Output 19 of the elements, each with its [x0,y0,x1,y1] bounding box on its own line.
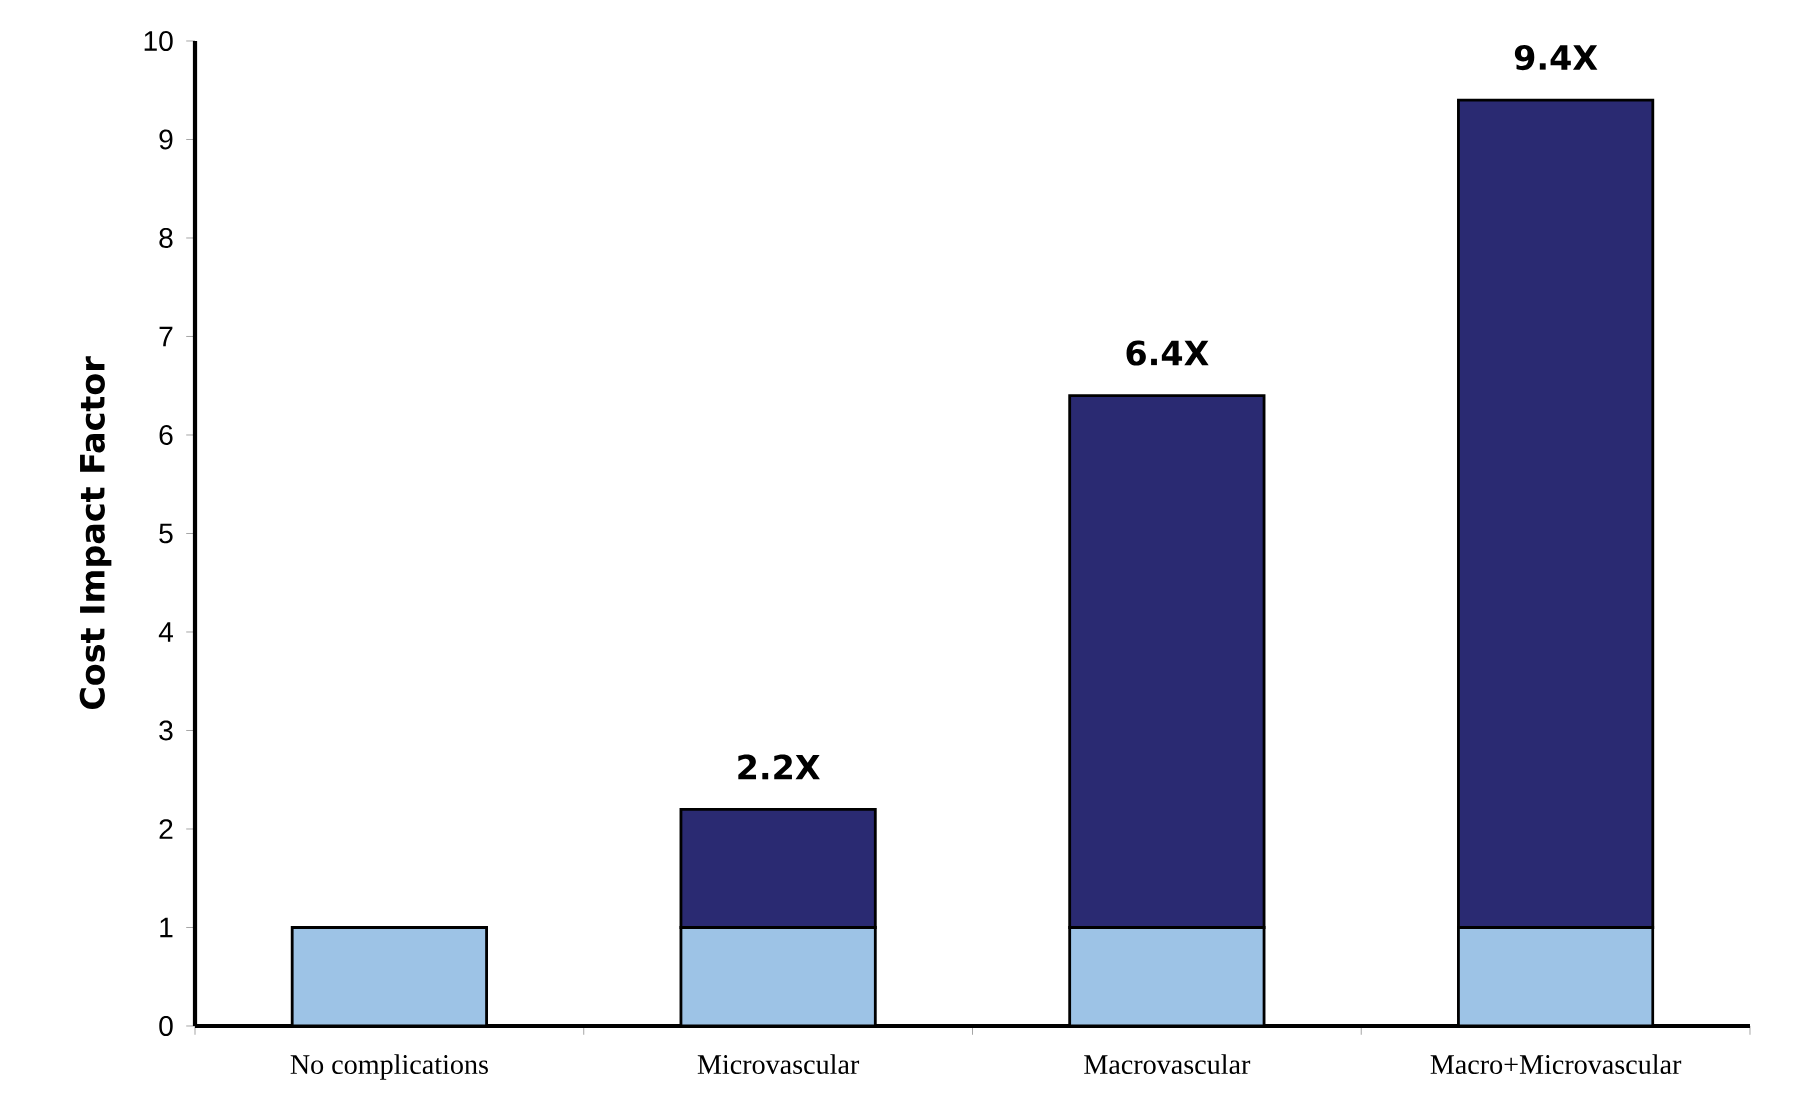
y-tick-label: 5 [159,523,173,544]
y-tick-label: 8 [159,228,173,248]
y-tick-label: 6 [159,425,173,445]
y-tick-label: 4 [158,622,173,642]
total-label: 2.2X [738,754,820,780]
y-tick-label: 7 [159,326,173,347]
y-tick-label: 3 [159,720,173,741]
x-tick-label: Macro+Microvascular [1430,1054,1682,1075]
y-tick-label: 9 [159,129,173,150]
y-axis-title: Cost Impact Factor [79,356,112,710]
y-tick-label: 10 [144,31,173,51]
y-tick-label: 1 [160,917,173,938]
y-tick-label: 2 [159,819,173,839]
y-tick-label: 0 [159,1016,173,1036]
x-tick-label: Macrovascular [1084,1054,1251,1075]
x-tick-label: No complications [290,1054,488,1080]
total-label: 9.4X [1514,44,1598,71]
x-tick-label: Microvascular [697,1054,860,1075]
total-label: 6.4X [1126,340,1209,366]
